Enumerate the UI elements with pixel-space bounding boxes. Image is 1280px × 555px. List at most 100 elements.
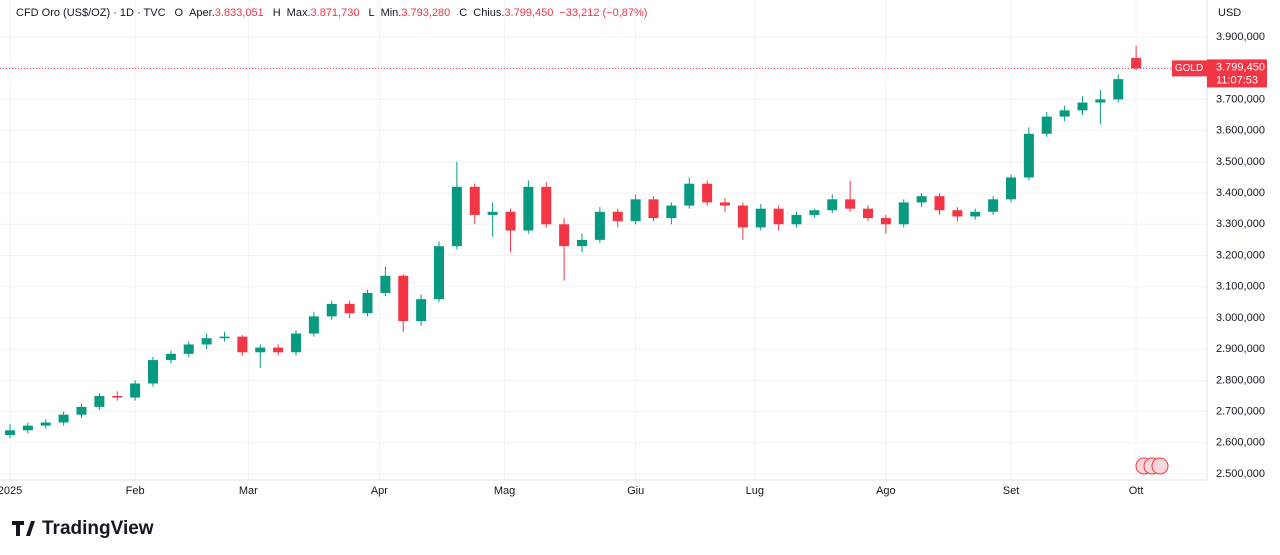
- candle-body: [398, 275, 409, 322]
- candle-body: [5, 430, 15, 435]
- candle-body: [380, 275, 391, 293]
- candle-body: [809, 210, 820, 215]
- header-legend: CFD Oro (US$/OZ) · 1D · TVC O Aper.3.833,0…: [16, 7, 647, 19]
- candle-body: [773, 208, 784, 225]
- candle-body: [1041, 116, 1052, 134]
- header-label: Min.: [381, 7, 402, 19]
- x-tick-label: Ago: [876, 485, 896, 497]
- candle-body: [755, 208, 766, 228]
- candle-body: [863, 208, 873, 219]
- candle-body: [1095, 99, 1106, 103]
- candle-body: [219, 336, 230, 339]
- candle-body: [648, 199, 659, 219]
- candle-body: [1006, 177, 1016, 200]
- y-tick-label: 2.700,000: [1216, 405, 1265, 417]
- y-tick-label: 3.900,000: [1216, 31, 1265, 43]
- candle-body: [1077, 102, 1088, 111]
- candle-body: [434, 246, 444, 300]
- candle-body: [577, 239, 587, 247]
- y-tick-label: 3.600,000: [1216, 125, 1265, 137]
- candle-body: [898, 202, 909, 225]
- candle-body: [255, 347, 266, 353]
- x-tick-label: Lug: [746, 485, 764, 497]
- candle-body: [451, 186, 462, 247]
- candle-body: [1059, 110, 1070, 117]
- candle-body: [94, 395, 105, 407]
- header-label: Max.: [287, 7, 311, 19]
- candle-body: [469, 186, 480, 215]
- candle-body: [952, 210, 963, 217]
- candle-body: [523, 186, 534, 231]
- candle-body: [1023, 133, 1034, 178]
- candle-body: [165, 353, 176, 361]
- x-tick-label: Ott: [1129, 485, 1144, 497]
- currency: USD: [1218, 7, 1241, 19]
- candle-body: [594, 211, 605, 240]
- candle-body: [416, 299, 427, 322]
- y-tick-label: 3.300,000: [1216, 218, 1265, 230]
- candle-body: [58, 414, 69, 423]
- x-tick-label: Apr: [371, 485, 388, 497]
- candle-body: [183, 344, 194, 354]
- candle-body: [344, 303, 355, 314]
- y-tick-label: 2.900,000: [1216, 343, 1265, 355]
- header-value: 3.799,450: [504, 7, 553, 19]
- candle-body: [845, 199, 856, 209]
- candle-body: [827, 199, 838, 211]
- price-tag-symbol: GOLD: [1175, 63, 1203, 74]
- header-symbol: CFD Oro (US$/OZ) · 1D · TVC: [16, 7, 166, 19]
- candle-body: [487, 211, 498, 215]
- candle-body: [308, 316, 319, 334]
- header-value: 3.793,280: [401, 7, 450, 19]
- candle-body: [273, 347, 284, 353]
- candle-body: [612, 211, 623, 222]
- header-key: L: [368, 7, 374, 19]
- candle-body: [934, 196, 945, 211]
- candle-body: [666, 205, 677, 219]
- candle-body: [237, 336, 248, 353]
- candle-body: [970, 211, 981, 217]
- candle-body: [40, 422, 51, 426]
- candle-body: [291, 333, 301, 353]
- x-tick-label: Mar: [239, 485, 258, 497]
- candle-body: [541, 186, 552, 225]
- candle-body: [22, 425, 33, 431]
- header-change: −33,212 (−0,87%): [559, 7, 647, 19]
- candle-body: [1131, 57, 1142, 69]
- price-tag-price: 3.799,450: [1216, 61, 1265, 73]
- candle-body: [76, 406, 87, 415]
- x-tick-label: 2025: [0, 485, 22, 497]
- candle-body: [988, 199, 999, 212]
- candle-body: [630, 199, 641, 222]
- logo: TradingView: [12, 518, 154, 539]
- event-flags: [1135, 457, 1169, 475]
- header-key: C: [459, 7, 467, 19]
- candle-body: [737, 205, 748, 228]
- y-tick-label: 3.000,000: [1216, 312, 1265, 324]
- candle-body: [684, 183, 695, 206]
- candle-body: [112, 395, 123, 398]
- candle-body: [916, 196, 927, 203]
- y-tick-label: 2.800,000: [1216, 374, 1265, 386]
- candle-body: [702, 183, 713, 203]
- y-tick-label: 3.500,000: [1216, 156, 1265, 168]
- x-tick-label: Giu: [627, 485, 644, 497]
- y-tick-label: 2.500,000: [1216, 468, 1265, 480]
- y-tick-label: 3.100,000: [1216, 281, 1265, 293]
- candle-body: [791, 214, 802, 225]
- y-tick-label: 3.200,000: [1216, 249, 1265, 261]
- y-tick-label: 3.700,000: [1216, 93, 1265, 105]
- candle-body: [1113, 79, 1124, 100]
- header-key: O: [175, 7, 184, 19]
- candle-body: [201, 338, 212, 345]
- y-tick-label: 3.400,000: [1216, 187, 1265, 199]
- header-label: Chius.: [473, 7, 504, 19]
- header-value: 3.871,730: [311, 7, 360, 19]
- header-value: 3.833,051: [215, 7, 264, 19]
- candle-body: [148, 360, 158, 384]
- x-tick-label: Mag: [494, 485, 515, 497]
- candle-body: [505, 211, 516, 231]
- candle-body: [559, 224, 570, 247]
- y-tick-label: 2.600,000: [1216, 437, 1265, 449]
